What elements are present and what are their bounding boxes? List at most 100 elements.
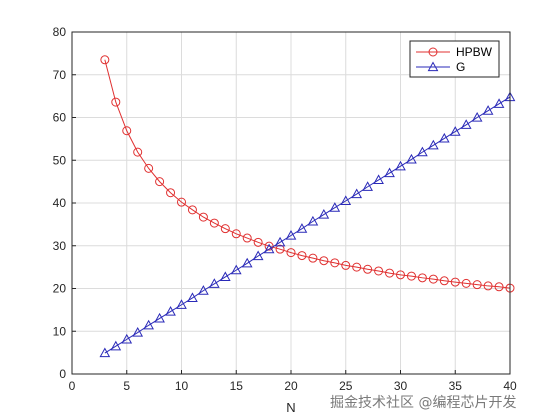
series-layer: [99, 55, 516, 358]
x-tick-label: 0: [69, 379, 76, 393]
data-point-hpbw: [100, 55, 110, 65]
data-point-g: [340, 195, 352, 205]
data-point-hpbw: [483, 281, 493, 291]
data-point-hpbw: [428, 274, 438, 284]
data-point-hpbw: [187, 205, 197, 215]
data-point-hpbw: [494, 282, 504, 292]
data-point-hpbw: [341, 260, 351, 270]
data-point-g: [241, 257, 253, 268]
series-line-g: [104, 96, 511, 354]
data-point-g: [187, 292, 198, 303]
legend-label-g: G: [456, 60, 465, 74]
y-tick-label: 10: [53, 324, 67, 338]
data-point-hpbw: [177, 197, 186, 207]
x-axis-label: N: [286, 400, 295, 415]
data-point-hpbw: [472, 280, 482, 290]
data-point-g: [285, 229, 297, 240]
data-point-hpbw: [231, 229, 241, 239]
data-point-g: [362, 181, 373, 191]
data-point-hpbw: [297, 251, 307, 261]
data-point-g: [252, 250, 264, 261]
legend-box: [409, 40, 500, 78]
data-point-g: [493, 98, 505, 108]
data-point-g: [99, 347, 111, 358]
legend-marker-hpbw: [428, 47, 438, 57]
data-point-g: [395, 160, 406, 171]
data-point-g: [373, 174, 384, 185]
x-tick-label: 40: [503, 379, 517, 393]
data-point-g: [165, 306, 176, 316]
data-point-hpbw: [133, 147, 143, 157]
data-point-hpbw: [111, 97, 121, 107]
data-point-hpbw: [406, 271, 416, 281]
data-point-g: [176, 299, 187, 309]
data-point-hpbw: [253, 237, 263, 247]
data-point-hpbw: [439, 276, 449, 286]
data-point-g: [428, 139, 439, 150]
y-tick-label: 50: [53, 153, 67, 167]
y-tick-label: 70: [53, 68, 67, 82]
data-point-g: [438, 132, 450, 143]
data-point-hpbw: [198, 212, 208, 222]
data-point-g: [329, 202, 341, 212]
data-point-g: [263, 243, 275, 254]
data-point-hpbw: [166, 188, 176, 198]
data-point-hpbw: [374, 266, 384, 276]
data-point-hpbw: [220, 224, 230, 234]
data-point-hpbw: [352, 262, 362, 272]
data-point-hpbw: [242, 233, 252, 243]
series-g: [99, 91, 516, 358]
data-point-g: [351, 188, 363, 199]
data-point-hpbw: [319, 256, 329, 266]
x-tick-label: 30: [394, 379, 408, 393]
data-point-hpbw: [363, 264, 373, 274]
data-point-g: [121, 333, 133, 344]
data-point-g: [417, 146, 428, 157]
data-point-hpbw: [450, 277, 460, 287]
data-point-hpbw: [209, 218, 219, 228]
data-point-g: [406, 153, 417, 164]
x-tick-label: 10: [175, 379, 189, 393]
data-point-hpbw: [144, 163, 154, 173]
data-point-g: [318, 209, 330, 219]
legend-label-hpbw: HPBW: [456, 45, 493, 59]
data-point-g: [230, 264, 242, 275]
legend-marker-g: [427, 61, 439, 72]
data-point-hpbw: [461, 278, 471, 288]
axis-ticks: 0 5 10 15 20 25 30 35 40 0 10 20 30 40 50 60 70 80: [53, 25, 517, 393]
data-point-g: [219, 271, 231, 282]
data-point-g: [460, 119, 472, 129]
x-tick-label: 25: [339, 379, 353, 393]
data-point-g: [209, 278, 220, 288]
data-point-hpbw: [286, 248, 296, 258]
data-point-g: [471, 111, 483, 122]
data-point-hpbw: [417, 273, 427, 283]
watermark-text: 掘金技术社区 @编程芯片开发: [330, 395, 517, 411]
data-point-g: [449, 126, 461, 136]
data-point-g: [307, 215, 319, 226]
data-point-g: [132, 327, 144, 337]
x-tick-label: 5: [123, 379, 130, 393]
x-tick-label: 15: [230, 379, 244, 393]
data-point-hpbw: [330, 258, 340, 268]
data-point-hpbw: [155, 177, 165, 187]
x-tick-label: 20: [284, 379, 298, 393]
data-point-g: [154, 312, 165, 323]
data-point-hpbw: [396, 270, 405, 280]
data-point-g: [482, 105, 494, 115]
data-point-hpbw: [308, 253, 318, 263]
data-point-g: [274, 236, 286, 247]
data-point-g: [110, 340, 122, 351]
y-tick-label: 30: [53, 239, 67, 253]
data-point-g: [143, 319, 154, 330]
data-point-g: [198, 285, 209, 295]
y-tick-label: 20: [53, 282, 67, 296]
data-point-hpbw: [122, 126, 132, 136]
grid-lines: [71, 31, 511, 375]
data-point-g: [384, 167, 395, 178]
data-point-hpbw: [385, 268, 395, 278]
y-tick-label: 80: [53, 25, 67, 39]
y-tick-label: 40: [53, 196, 67, 210]
